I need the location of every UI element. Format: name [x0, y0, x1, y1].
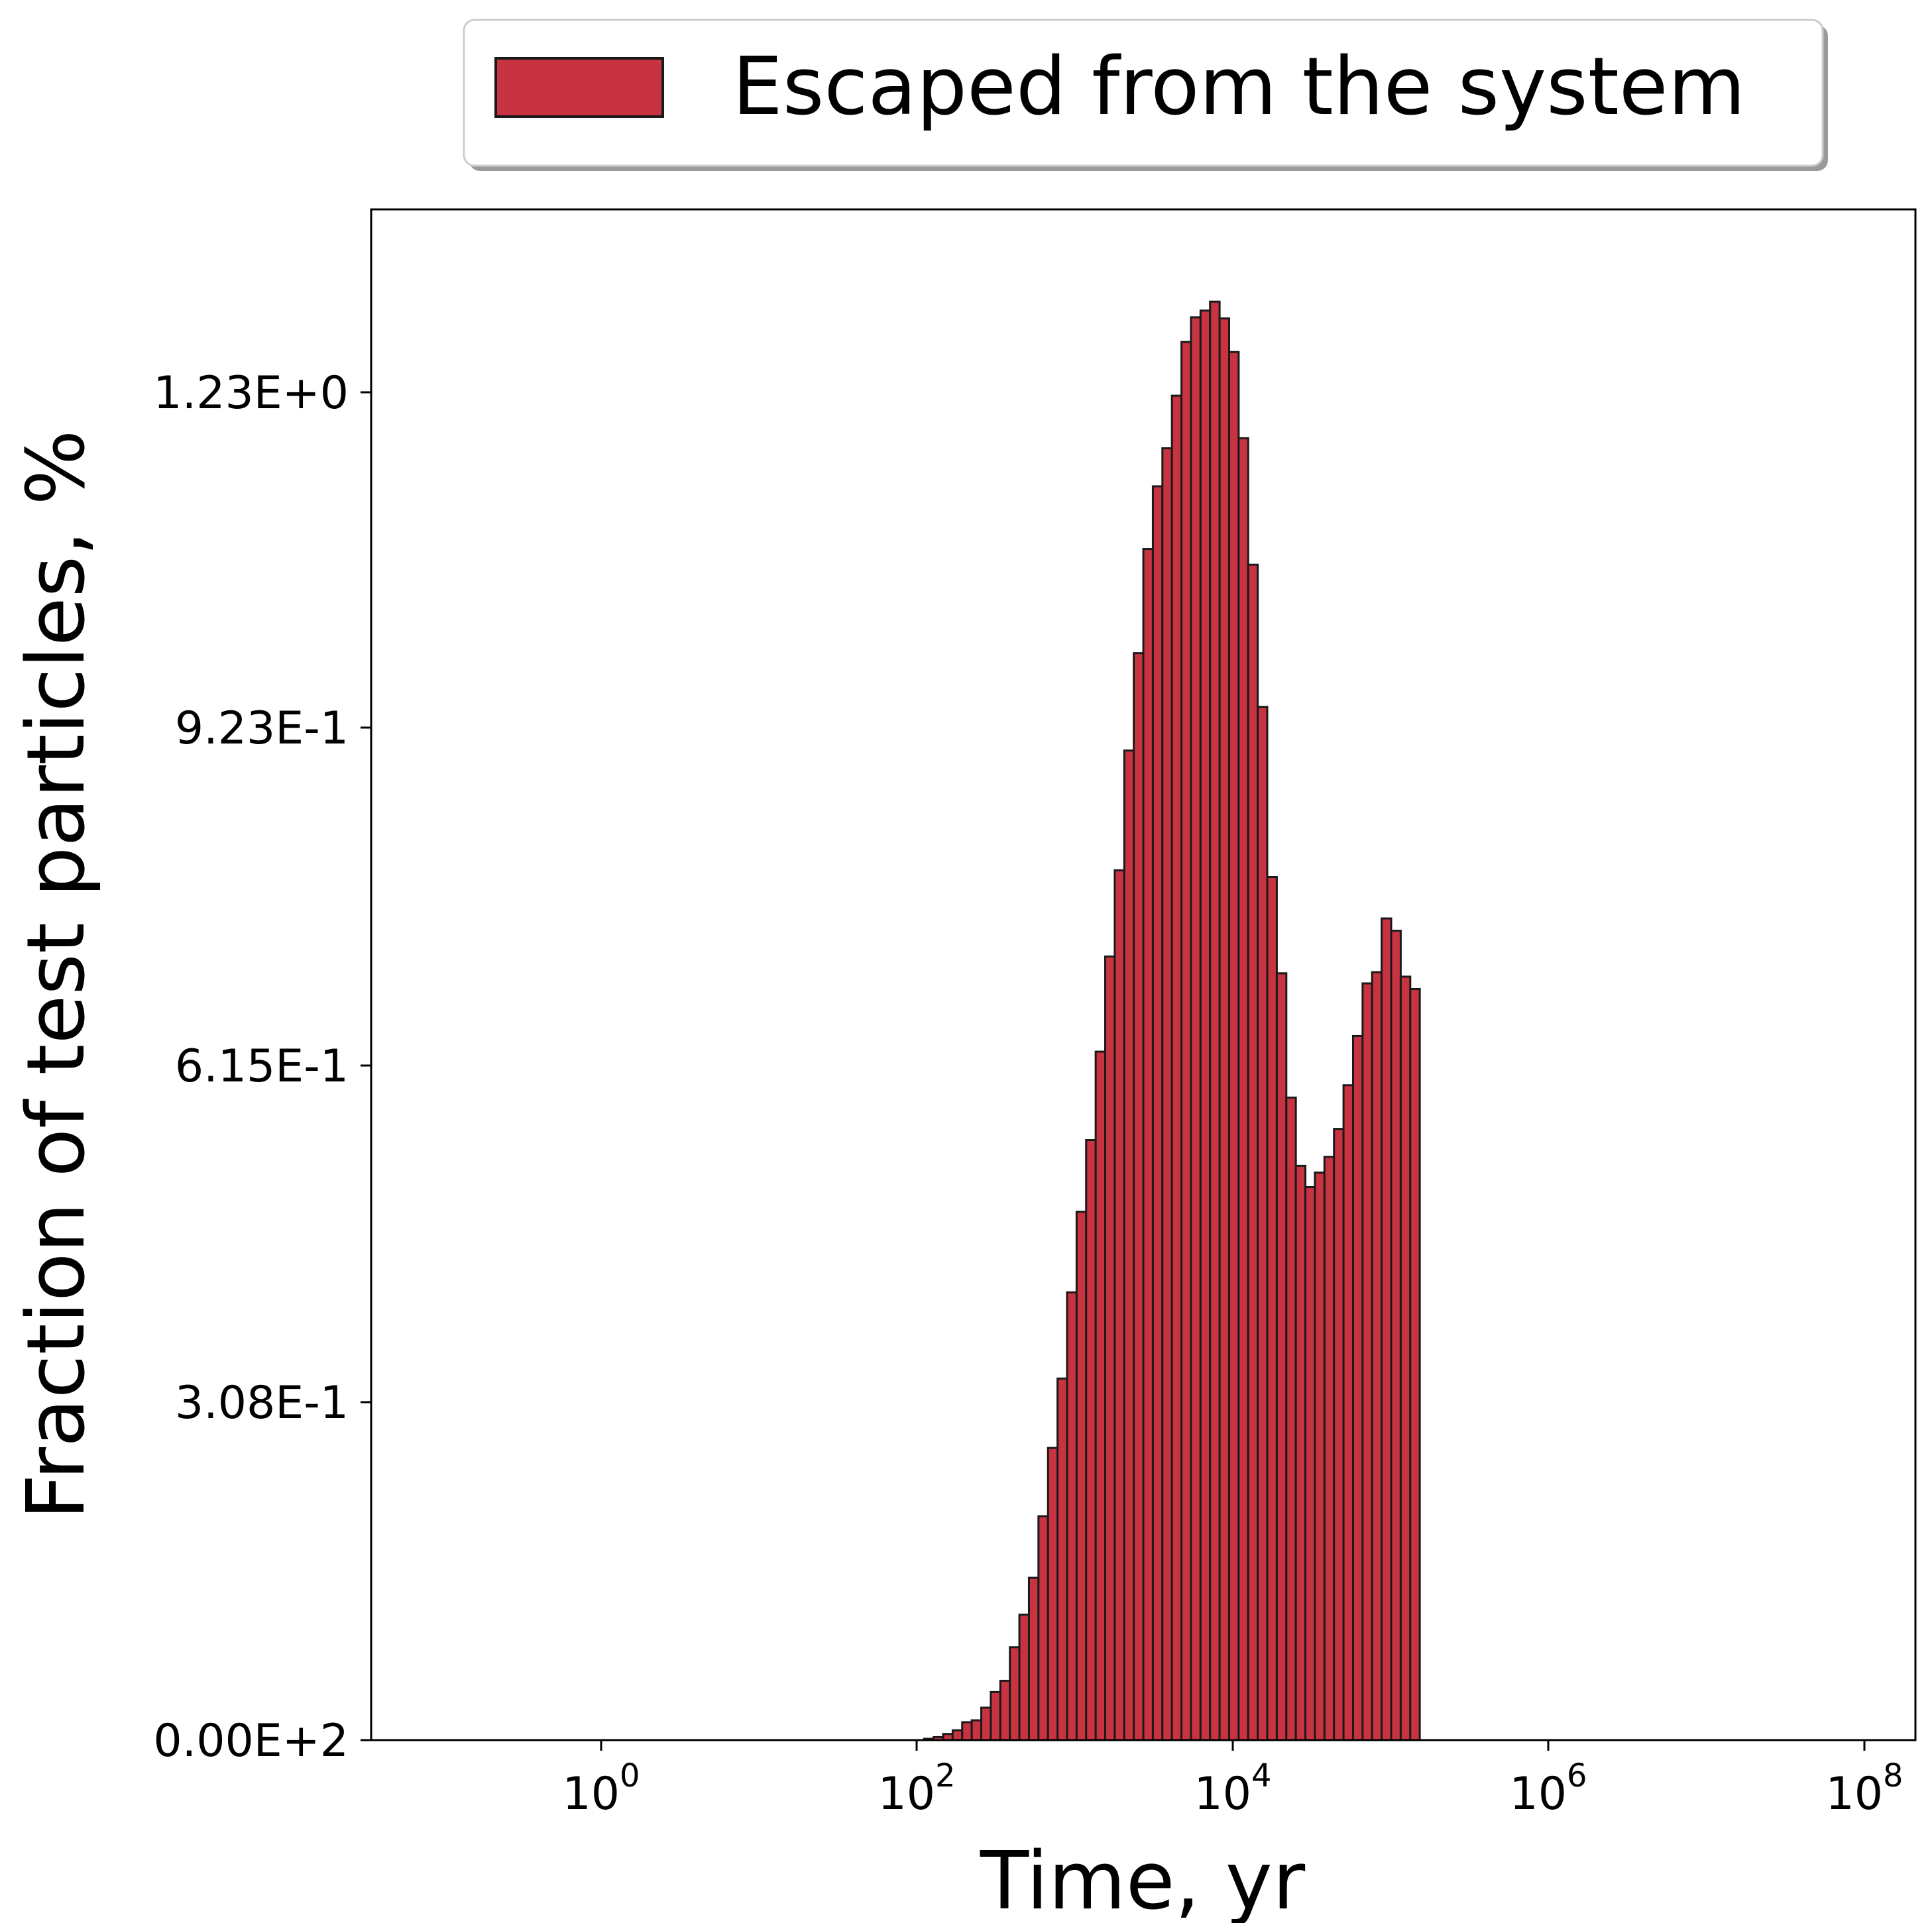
x-tick-base: 10: [562, 1768, 620, 1820]
histogram-bar: [1170, 394, 1183, 1741]
histogram-bar: [1361, 982, 1373, 1741]
plot-frame: [370, 208, 1917, 1741]
x-tick-exp: 6: [1567, 1757, 1587, 1794]
x-axis: 100 102 104 106 108: [562, 1740, 1904, 1820]
histogram-bar: [1266, 876, 1278, 1741]
x-tick-base: 10: [878, 1768, 935, 1820]
histogram-bar: [1304, 1185, 1316, 1741]
y-tick-3: 9.23E-1: [175, 702, 371, 755]
x-tick-base: 10: [1825, 1768, 1883, 1820]
y-tick-1: 3.08E-1: [175, 1377, 371, 1429]
svg-text:100: 100: [562, 1757, 640, 1820]
histogram-bar: [1161, 447, 1173, 1741]
histogram-bar: [1027, 1576, 1040, 1741]
svg-text:102: 102: [878, 1757, 955, 1820]
legend: Escaped from the system: [463, 19, 1828, 171]
y-tick-2: 6.15E-1: [175, 1040, 371, 1093]
histogram-bar: [1323, 1156, 1335, 1741]
histogram-bar: [970, 1719, 983, 1741]
histogram-bar: [1180, 341, 1192, 1741]
histogram-bar: [1237, 437, 1249, 1741]
histogram-bar: [1075, 1211, 1088, 1741]
histogram-bar: [1342, 1084, 1354, 1741]
x-axis-title: Time, yr: [980, 1836, 1306, 1923]
histogram-bar: [1218, 317, 1231, 1741]
x-tick-2: 104: [1194, 1740, 1272, 1820]
y-tick-4: 1.23E+0: [153, 367, 371, 419]
legend-label: Escaped from the system: [732, 41, 1745, 133]
histogram-bar: [1390, 930, 1402, 1741]
y-tick-label: 0.00E+2: [153, 1715, 349, 1767]
histogram-bar: [1247, 563, 1259, 1741]
histogram-bar: [1009, 1646, 1021, 1741]
histogram-bar: [1047, 1447, 1059, 1741]
histogram-bar: [1142, 548, 1154, 1741]
histogram-bar: [1199, 309, 1212, 1741]
x-tick-base: 10: [1194, 1768, 1251, 1820]
histogram-bar: [990, 1690, 1001, 1741]
x-tick-1: 102: [878, 1740, 956, 1820]
histogram-bar: [1104, 955, 1116, 1741]
y-tick-0: 0.00E+2: [153, 1715, 371, 1767]
y-tick-label: 9.23E-1: [175, 702, 349, 755]
x-tick-4: 108: [1825, 1740, 1904, 1820]
histogram-bar: [1314, 1172, 1326, 1741]
x-tick-exp: 8: [1883, 1757, 1904, 1794]
histogram-bar: [1085, 1139, 1097, 1741]
histogram-bar: [1381, 917, 1392, 1741]
histogram-bar: [1257, 706, 1269, 1741]
histogram-bar: [1037, 1515, 1049, 1741]
histogram-bar: [1018, 1614, 1030, 1741]
histogram-bar: [1275, 972, 1288, 1741]
y-tick-label: 1.23E+0: [153, 367, 349, 419]
histogram-bar: [1285, 1096, 1297, 1741]
svg-text:106: 106: [1509, 1757, 1587, 1820]
x-tick-base: 10: [1509, 1768, 1567, 1820]
x-tick-exp: 2: [935, 1757, 956, 1794]
histogram-bar: [1209, 300, 1221, 1741]
svg-text:108: 108: [1825, 1757, 1903, 1820]
y-tick-label: 6.15E-1: [175, 1040, 349, 1093]
histogram-bar: [1399, 975, 1412, 1741]
svg-text:104: 104: [1194, 1757, 1271, 1820]
histogram-bar: [1409, 987, 1421, 1741]
histogram-bar: [961, 1721, 973, 1741]
bars-group: [923, 300, 1421, 1741]
x-tick-0: 100: [562, 1740, 640, 1820]
histogram-bar: [1113, 869, 1125, 1741]
x-tick-exp: 4: [1251, 1757, 1272, 1794]
legend-swatch: [494, 57, 664, 118]
histogram-bar: [1123, 749, 1135, 1741]
x-tick-3: 106: [1509, 1740, 1587, 1820]
histogram-bar: [1294, 1164, 1307, 1741]
histogram-bar: [1133, 652, 1145, 1741]
histogram-bar: [1151, 485, 1164, 1741]
histogram-bar: [1190, 316, 1202, 1741]
histogram-bar: [1056, 1377, 1068, 1741]
histogram-bar: [1333, 1128, 1345, 1741]
legend-box: [463, 19, 1824, 167]
histogram-bar: [1094, 1050, 1107, 1741]
histogram-bar: [1371, 971, 1383, 1741]
y-axis-title: Fraction of test particles, %: [11, 430, 103, 1520]
histogram-bar: [1228, 351, 1240, 1741]
y-tick-label: 3.08E-1: [175, 1377, 349, 1429]
histogram-bar: [980, 1706, 992, 1741]
histogram-bar: [951, 1729, 964, 1741]
histogram-bar: [1351, 1034, 1364, 1741]
histogram-bar: [999, 1679, 1011, 1741]
y-axis: 0.00E+2 3.08E-1 6.15E-1 9.23E-1 1.23E+0: [153, 367, 371, 1767]
x-tick-exp: 0: [620, 1757, 640, 1794]
histogram-bar: [1066, 1291, 1078, 1741]
